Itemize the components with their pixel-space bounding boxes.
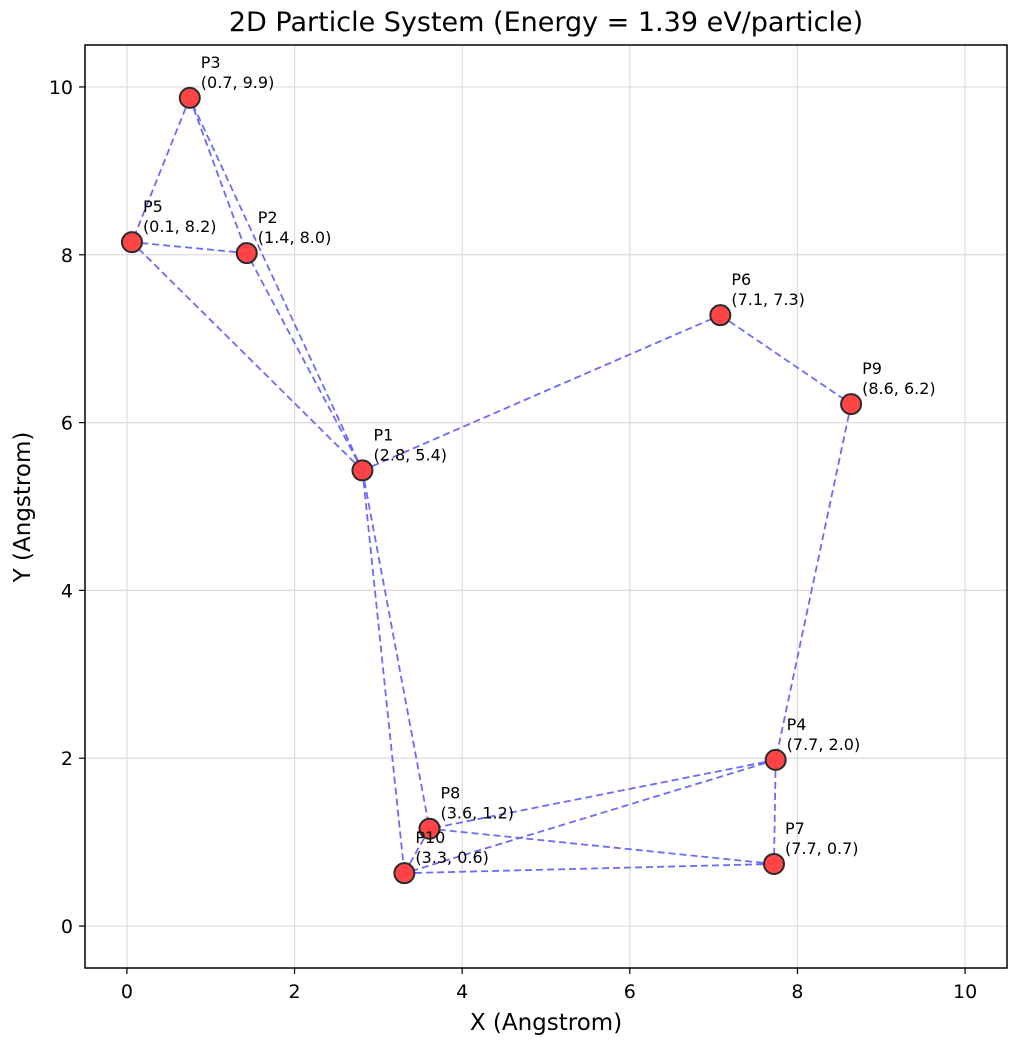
particle-point [351,459,374,482]
particle-name-label: P5 [143,197,163,216]
particle-name-label: P9 [862,359,882,378]
bond-line [429,827,775,865]
particle-coords-label: (7.7, 0.7) [785,839,859,858]
bond-line [245,252,364,471]
particle-point [393,862,416,885]
particle-point [178,86,201,109]
axis-ticks: 0 2 4 6 8 10 0 2 4 6 8 10 [49,77,977,1003]
plot-frame [84,44,1008,969]
bond-line [361,470,431,829]
particle-point [235,242,258,265]
bond-line [404,759,776,875]
grid [85,45,1007,968]
x-tick-label: 2 [288,981,300,1003]
particle-name-label: P6 [731,270,751,289]
particle-coords-label: (7.1, 7.3) [731,290,805,309]
particle-name-label: P10 [415,828,445,847]
particle-name-label: P7 [785,819,805,838]
x-tick-label: 10 [953,981,977,1003]
particle-name-label: P3 [201,53,221,72]
particle-points [120,86,863,885]
bond-lines [131,97,852,875]
x-tick-label: 8 [791,981,803,1003]
x-axis-label: X (Angstrom) [470,1010,622,1036]
particle-coords-label: (3.6, 1.2) [440,804,514,823]
bond-line [362,314,721,472]
particle-point [709,304,732,327]
particle-coords-label: (3.3, 0.6) [415,848,489,867]
bond-line [404,863,775,875]
y-tick-label: 6 [61,413,73,435]
particle-coords-label: (7.7, 2.0) [787,735,861,754]
bond-line [131,97,191,243]
y-tick-label: 4 [61,580,73,602]
particle-point [840,393,863,416]
y-tick-label: 0 [61,916,73,938]
particle-coords-label: (0.1, 8.2) [143,217,217,236]
y-axis-label: Y (Angstrom) [10,432,36,584]
bond-line [131,241,364,472]
particle-point [120,231,143,254]
bond-line [774,403,852,761]
bond-line [719,314,852,405]
particle-name-label: P8 [440,784,460,803]
particle-coords-label: (2.8, 5.4) [373,445,447,464]
bond-line [361,470,406,874]
bond-line [188,97,248,254]
particle-coords-label: (1.4, 8.0) [258,228,332,247]
x-tick-label: 4 [456,981,468,1003]
particle-labels: P1(2.8, 5.4)P2(1.4, 8.0)P3(0.7, 9.9)P4(7… [143,53,936,867]
y-tick-label: 8 [61,245,73,267]
particle-point [418,817,441,840]
bond-line [131,241,247,254]
particle-name-label: P1 [373,425,393,444]
x-tick-label: 0 [121,981,133,1003]
y-tick-label: 2 [61,748,73,770]
bond-line [403,828,431,874]
x-tick-label: 6 [624,981,636,1003]
particle-name-label: P4 [787,715,807,734]
particle-point [762,852,785,875]
particle-name-label: P2 [258,208,278,227]
particle-coords-label: (0.7, 9.9) [201,73,275,92]
bond-line [188,97,364,471]
particle-point [764,748,787,771]
chart-title: 2D Particle System (Energy = 1.39 eV/par… [229,7,863,38]
y-tick-label: 10 [49,77,73,99]
bond-line [773,759,777,864]
particle-coords-label: (8.6, 6.2) [862,379,936,398]
bond-line [429,759,776,830]
